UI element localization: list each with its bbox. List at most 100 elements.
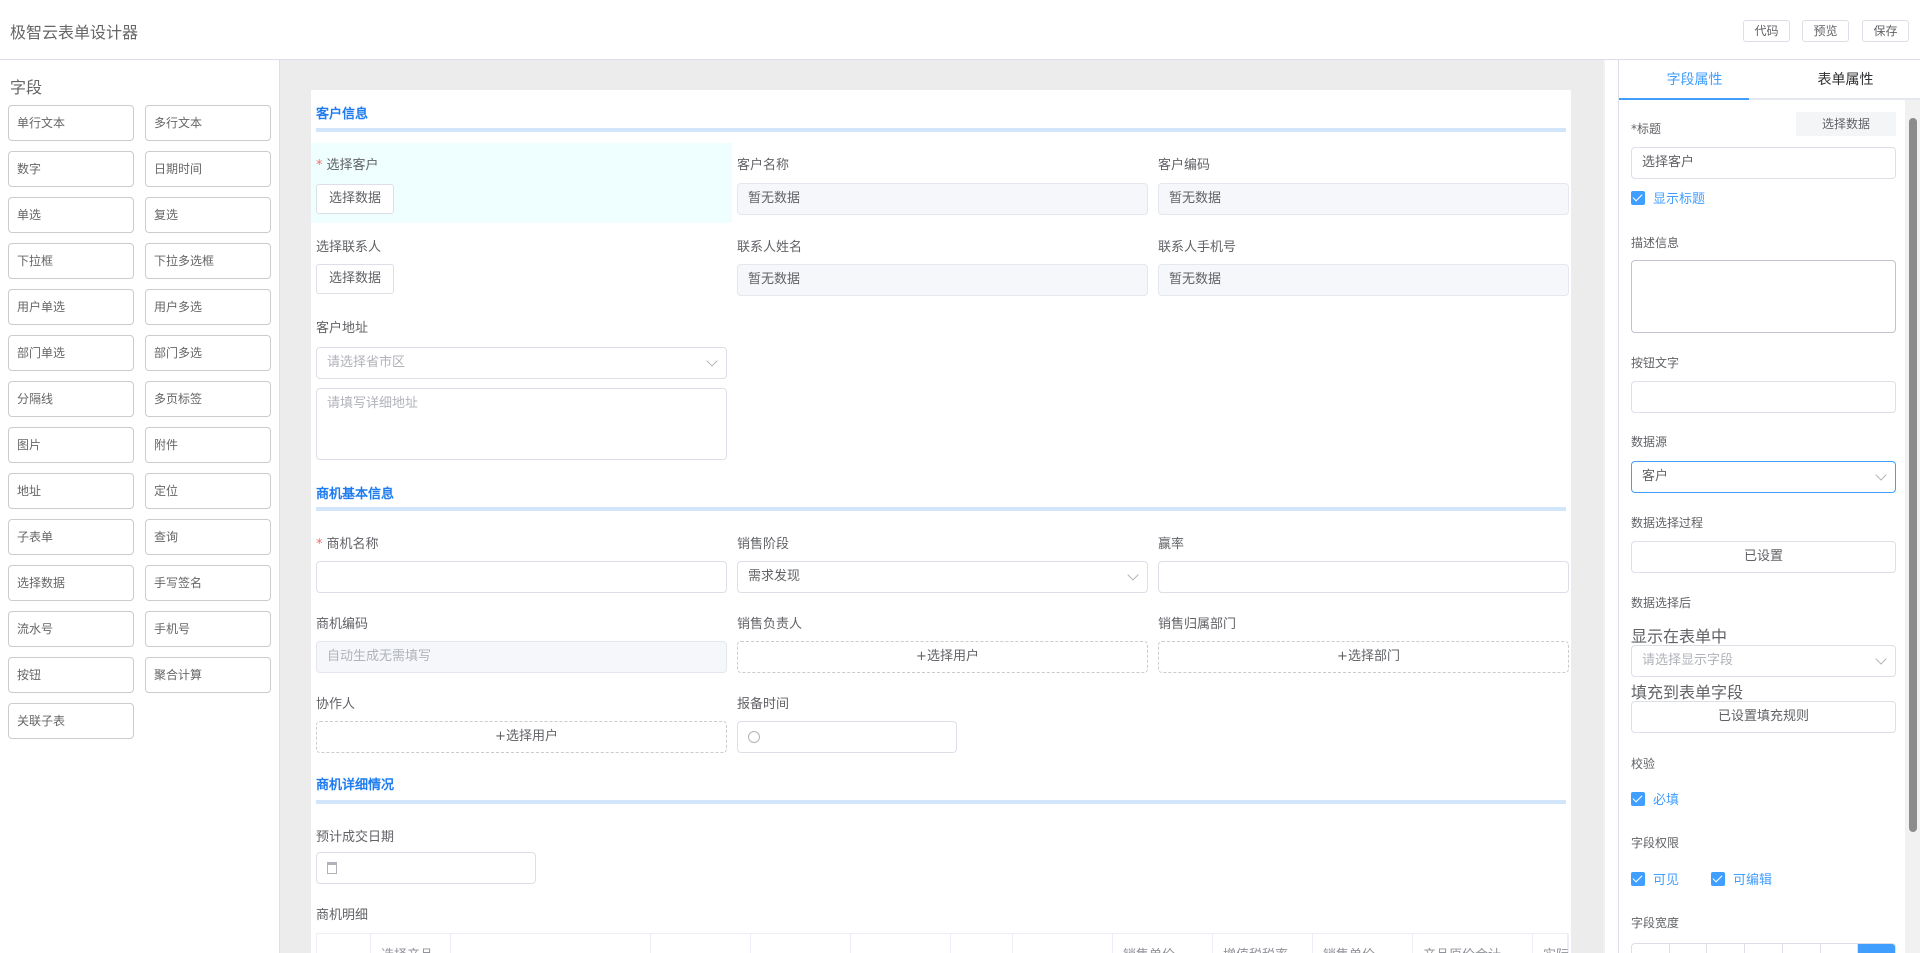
collaborator-select-user[interactable]: +选择用户 — [316, 721, 727, 753]
contact-name-field: 暂无数据 — [737, 264, 1148, 296]
width-option[interactable] — [1670, 944, 1708, 953]
field-palette-item[interactable]: 手机号 — [145, 611, 271, 647]
required-checkbox[interactable]: 必填 — [1631, 789, 1679, 808]
field-palette-item[interactable]: 用户多选 — [145, 289, 271, 325]
section-title-basic: 商机基本信息 — [316, 487, 395, 502]
save-button[interactable]: 保存 — [1862, 20, 1909, 42]
field-palette-item[interactable]: 数字 — [8, 151, 134, 187]
width-option[interactable] — [1745, 944, 1783, 953]
visible-checkbox[interactable]: 可见 — [1631, 869, 1679, 888]
validate-label: 校验 — [1631, 757, 1656, 771]
section-title-detail: 商机详细情况 — [316, 778, 395, 793]
sales-owner-select-user[interactable]: +选择用户 — [737, 641, 1148, 673]
datasource-select[interactable]: 客户 — [1631, 461, 1896, 493]
field-palette-item[interactable]: 多行文本 — [145, 105, 271, 141]
chevron-down-icon — [1875, 653, 1887, 665]
field-palette-item[interactable]: 下拉多选框 — [145, 243, 271, 279]
form-canvas: 客户信息 * 选择客户 选择数据 客户名称 暂无数据 客户编码 暂无数据 选择联系… — [280, 60, 1605, 953]
editable-checkbox[interactable]: 可编辑 — [1711, 869, 1772, 888]
field-palette-item[interactable]: 用户单选 — [8, 289, 134, 325]
width-option[interactable] — [1707, 944, 1746, 953]
field-palette-item[interactable]: 子表单 — [8, 519, 134, 555]
field-palette-item[interactable]: 单行文本 — [8, 105, 134, 141]
tab-form-properties[interactable]: 表单属性 — [1817, 72, 1874, 88]
field-palette-item[interactable]: 按钮 — [8, 657, 134, 693]
label-details: 商机明细 — [316, 908, 369, 923]
width-option[interactable] — [1821, 944, 1859, 953]
label-win-rate: 赢率 — [1158, 537, 1185, 552]
table-header-cell: 销售单价 — [1113, 934, 1213, 953]
field-palette-item[interactable]: 部门单选 — [8, 335, 134, 371]
field-palette-item[interactable]: 下拉框 — [8, 243, 134, 279]
report-time-picker[interactable] — [737, 721, 957, 753]
field-palette-item[interactable]: 流水号 — [8, 611, 134, 647]
sales-dept-select[interactable]: +选择部门 — [1158, 641, 1569, 673]
field-palette-item[interactable]: 查询 — [145, 519, 271, 555]
checkbox-checked-icon — [1631, 871, 1645, 886]
select-data-button[interactable]: 选择数据 — [1796, 112, 1896, 136]
button-text-label: 按钮文字 — [1631, 356, 1680, 370]
field-palette-item[interactable]: 关联子表 — [8, 703, 134, 739]
win-rate-input[interactable] — [1158, 561, 1569, 593]
expected-date-picker[interactable] — [316, 852, 536, 884]
show-title-checkbox[interactable]: 显示标题 — [1631, 188, 1705, 207]
tab-bar-line — [1619, 98, 1920, 100]
table-header-cell — [751, 934, 851, 953]
width-label: 字段宽度 — [1631, 916, 1680, 930]
desc-textarea[interactable] — [1631, 260, 1896, 333]
table-header-cell — [851, 934, 951, 953]
field-palette-item[interactable]: 部门多选 — [145, 335, 271, 371]
checkbox-checked-icon — [1711, 871, 1725, 886]
button-text-input[interactable] — [1631, 381, 1896, 413]
region-select[interactable]: 请选择省市区 — [316, 347, 727, 379]
select-contact-button[interactable]: 选择数据 — [316, 264, 395, 294]
label-opp-name: 商机名称 — [326, 537, 379, 552]
fill-rules-button[interactable]: 已设置填充规则 — [1631, 701, 1896, 733]
field-palette-item[interactable]: 附件 — [145, 427, 271, 463]
label-select-contact: 选择联系人 — [316, 240, 382, 255]
opp-name-input[interactable] — [316, 561, 727, 593]
width-option[interactable] — [1783, 944, 1821, 953]
label-expected-date: 预计成交日期 — [316, 830, 395, 845]
field-palette-item[interactable]: 选择数据 — [8, 565, 134, 601]
field-palette-item[interactable]: 手写签名 — [145, 565, 271, 601]
show-in-form-select[interactable]: 请选择显示字段 — [1631, 645, 1896, 677]
chevron-down-icon — [706, 355, 718, 367]
props-scrollbar[interactable] — [1905, 100, 1920, 953]
header: 极智云表单设计器 代码 预览 保存 — [0, 0, 1920, 60]
field-palette-item[interactable]: 复选 — [145, 197, 271, 233]
table-header-cell — [317, 934, 371, 953]
table-header-cell — [951, 934, 1013, 953]
field-palette-item[interactable]: 图片 — [8, 427, 134, 463]
address-detail-textarea[interactable]: 请填写详细地址 — [316, 388, 727, 460]
code-button[interactable]: 代码 — [1743, 20, 1790, 42]
title-input[interactable]: 选择客户 — [1631, 147, 1896, 179]
field-palette-item[interactable]: 地址 — [8, 473, 134, 509]
title-label: *标题 — [1631, 122, 1662, 136]
process-button[interactable]: 已设置 — [1631, 541, 1896, 573]
field-palette-item[interactable]: 聚合计算 — [145, 657, 271, 693]
section-divider — [316, 128, 1566, 132]
field-palette-item[interactable]: 多页标签 — [145, 381, 271, 417]
chevron-down-icon — [1875, 469, 1887, 481]
table-header-cell: 销售单价 — [1313, 934, 1413, 953]
width-option[interactable] — [1632, 944, 1670, 953]
required-mark: * — [316, 158, 323, 173]
field-palette-item[interactable]: 分隔线 — [8, 381, 134, 417]
sales-stage-select[interactable]: 需求发现 — [737, 561, 1148, 593]
preview-button[interactable]: 预览 — [1802, 20, 1849, 42]
select-customer-button[interactable]: 选择数据 — [316, 184, 395, 214]
table-header-cell: 产品原价合计 — [1413, 934, 1533, 953]
tab-field-properties[interactable]: 字段属性 — [1666, 72, 1723, 88]
width-option-active[interactable] — [1858, 944, 1895, 953]
opp-code-field: 自动生成无需填写 — [316, 641, 727, 673]
field-palette-item[interactable]: 定位 — [145, 473, 271, 509]
field-palette-item[interactable]: 日期时间 — [145, 151, 271, 187]
table-header-cell: 选择产品 — [371, 934, 451, 953]
field-palette-item[interactable]: 单选 — [8, 197, 134, 233]
canvas-scrollbar[interactable] — [1603, 60, 1605, 953]
label-sales-dept: 销售归属部门 — [1158, 617, 1237, 632]
active-tab-indicator — [1619, 98, 1749, 100]
props-scrollbar-thumb[interactable] — [1909, 118, 1917, 832]
label-report-time: 报备时间 — [737, 697, 790, 712]
